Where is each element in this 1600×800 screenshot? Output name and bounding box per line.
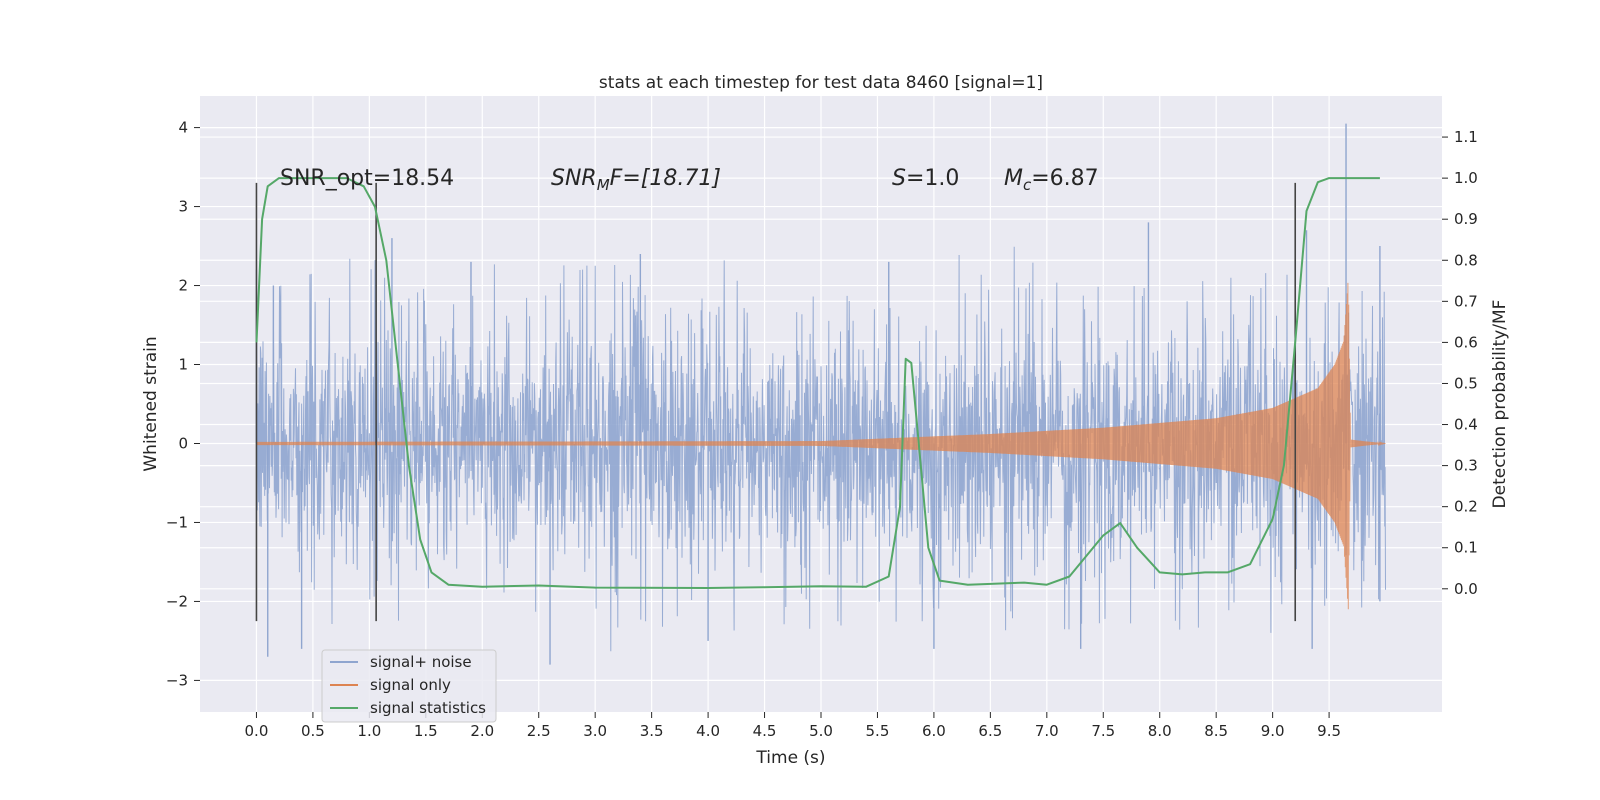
series-line-signal-statistics <box>255 177 1380 589</box>
annotation-snr-opt: SNR_opt=18.54 <box>280 166 454 191</box>
annotation-s: S=1.0 <box>892 166 959 191</box>
x-tick-label: 9.5 <box>1317 722 1341 740</box>
legend-label-signal: signal only <box>370 676 451 694</box>
y-tick-label: −3 <box>166 671 188 689</box>
legend-box <box>321 649 497 723</box>
y2-tick-label: 0.8 <box>1454 251 1478 269</box>
s-var: S <box>892 166 906 191</box>
x-tick-label: 5.5 <box>866 722 890 740</box>
mc-rest: =6.87 <box>1031 166 1098 191</box>
axis-layer: 0.0 0.5 1.0 1.5 2.0 2.5 3.0 3.5 4.0 4.5 5.0 5.5 6.0 6… <box>166 119 1478 740</box>
x-tick-label: 8.5 <box>1204 722 1228 740</box>
x-tick-label: 7.5 <box>1091 722 1115 740</box>
x-tick-label: 2.5 <box>527 722 551 740</box>
x-tick-label: 5.0 <box>809 722 833 740</box>
chart-title: stats at each timestep for test data 846… <box>599 73 1043 93</box>
legend-label-noise: signal+ noise <box>370 653 472 671</box>
x-tick-label: 6.5 <box>978 722 1002 740</box>
legend: signal+ noise signal only signal statist… <box>321 649 497 723</box>
x-tick-label: 2.0 <box>470 722 494 740</box>
y2-tick-label: 0.2 <box>1454 498 1478 516</box>
x-tick-label: 4.0 <box>696 722 720 740</box>
y-tick-label: 1 <box>178 356 188 374</box>
y2-tick-label: 0.1 <box>1454 539 1478 557</box>
y-tick-label: 2 <box>178 277 188 295</box>
y-axis-label: Whitened strain <box>141 336 161 471</box>
x-tick-label: 3.5 <box>640 722 664 740</box>
snr-mf-rest: F=[18.71] <box>610 166 721 191</box>
x-tick-label: 8.0 <box>1148 722 1172 740</box>
snr-mf-base: SNR <box>551 166 597 191</box>
series-layer <box>255 123 1386 665</box>
x-tick-label: 1.0 <box>357 722 381 740</box>
x-tick-label: 9.0 <box>1261 722 1285 740</box>
annotation-snr-mf: SNRMF=[18.71] <box>551 166 721 194</box>
y2-tick-label: 0.0 <box>1454 580 1478 598</box>
snr-mf-subscript: M <box>597 176 610 194</box>
x-tick-label: 0.5 <box>301 722 325 740</box>
y2-tick-label: 0.5 <box>1454 374 1478 392</box>
x-tick-label: 1.5 <box>414 722 438 740</box>
y2-tick-label: 0.4 <box>1454 416 1478 434</box>
legend-label-stat: signal statistics <box>370 699 486 717</box>
y2-tick-label: 0.7 <box>1454 292 1478 310</box>
y-tick-label: 3 <box>178 198 188 216</box>
y2-tick-label: 0.3 <box>1454 457 1478 475</box>
x-tick-label: 7.0 <box>1035 722 1059 740</box>
y2-tick-label: 1.1 <box>1454 128 1478 146</box>
x-tick-label: 6.0 <box>922 722 946 740</box>
s-rest: =1.0 <box>906 166 959 191</box>
y-tick-label: −2 <box>166 592 188 610</box>
y-tick-label: 0 <box>178 434 188 452</box>
y-tick-label: 4 <box>178 119 188 137</box>
y-tick-label: −1 <box>166 513 188 531</box>
x-axis-label: Time (s) <box>755 748 825 768</box>
x-tick-label: 3.0 <box>583 722 607 740</box>
series-line-signal-only <box>256 282 1386 610</box>
annotation-mc: Mc=6.87 <box>1004 166 1099 194</box>
mc-var: M <box>1004 166 1023 191</box>
y2-tick-label: 0.9 <box>1454 210 1478 228</box>
x-tick-label: 0.0 <box>245 722 269 740</box>
x-tick-label: 4.5 <box>753 722 777 740</box>
y2-axis-label: Detection probability/MF <box>1490 300 1510 509</box>
mc-subscript: c <box>1023 176 1032 194</box>
y2-tick-label: 1.0 <box>1454 169 1478 187</box>
y2-tick-label: 0.6 <box>1454 333 1478 351</box>
